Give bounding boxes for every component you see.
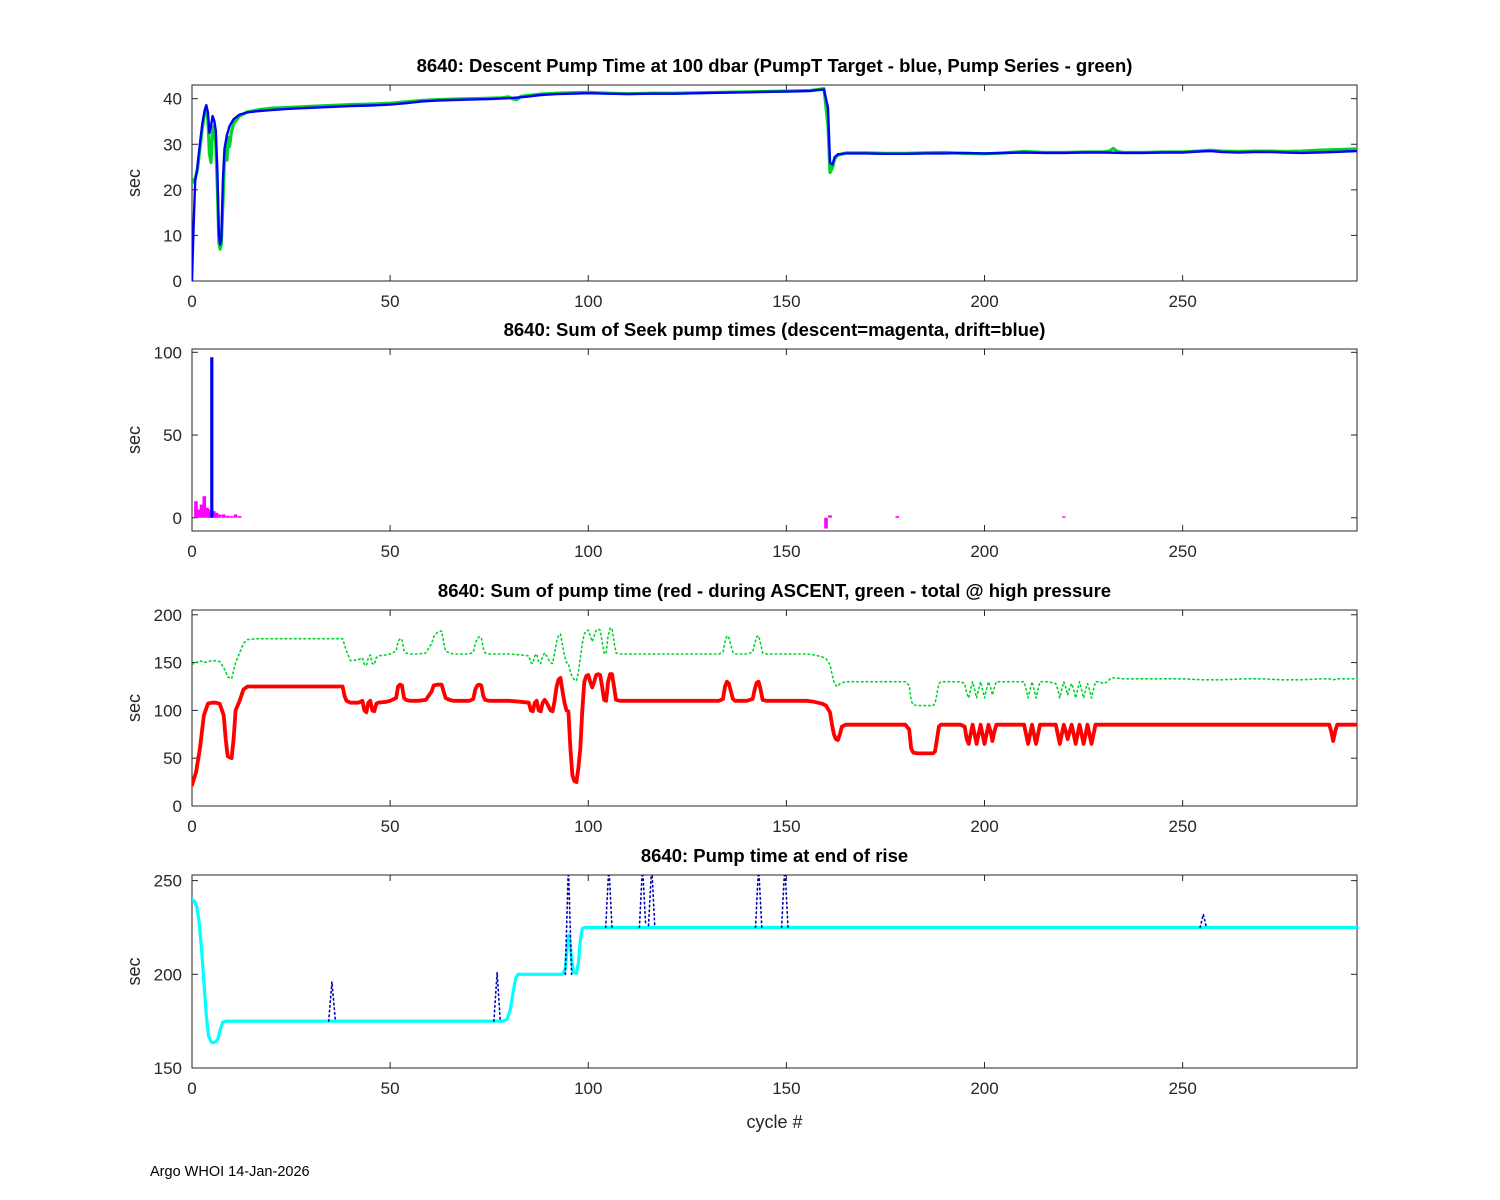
x-tick-label: 150 [772,1079,800,1098]
x-tick-label: 0 [187,542,196,561]
y-tick-label: 250 [154,872,182,891]
y-tick-label: 50 [163,426,182,445]
y-tick-label: 30 [163,135,182,154]
chart-sum-seek-pump-times: 0 50 100 150 200 250 0 50 100 8640: Sum of Seek p… [0,318,1500,570]
y-ticks: 0 10 20 30 40 [163,90,1357,291]
x-tick-label: 250 [1168,292,1196,311]
series-ascent-pump-red [192,672,1357,787]
series-group [192,875,1357,1045]
x-tick-label: 200 [970,292,998,311]
chart-title: 8640: Sum of pump time (red - during ASC… [438,580,1111,601]
chart-title: 8640: Sum of Seek pump times (descent=ma… [504,319,1046,340]
y-tick-label: 10 [163,226,182,245]
x-tick-label: 150 [772,292,800,311]
plot-box [191,348,1358,532]
chart-svg: 0 50 100 150 200 250 150 200 250 8640: Pump time … [124,845,1358,1132]
y-tick-label: 150 [154,654,182,673]
series-descent-seek-magenta [194,496,1066,529]
chart-svg: 0 50 100 150 200 250 0 10 20 30 40 8640: Descent Pu… [124,55,1358,311]
y-tick-label: 0 [173,797,182,816]
y-axis-label: sec [124,694,144,722]
series-group [192,87,1357,281]
x-tick-label: 200 [970,1079,998,1098]
y-tick-label: 200 [154,965,182,984]
x-tick-label: 250 [1168,1079,1196,1098]
x-tick-label: 50 [381,292,400,311]
chart-sum-pump-time: 0 50 100 150 200 250 0 50 100 150 200 8640: Sum of … [0,578,1500,846]
x-tick-label: 250 [1168,817,1196,836]
y-tick-label: 200 [154,606,182,625]
y-ticks: 0 50 100 150 200 [154,606,1357,816]
x-tick-label: 150 [772,817,800,836]
x-tick-label: 0 [187,1079,196,1098]
y-tick-label: 0 [173,272,182,291]
x-tick-label: 0 [187,817,196,836]
y-axis-label: sec [124,169,144,197]
x-tick-label: 200 [970,817,998,836]
chart-svg: 0 50 100 150 200 250 0 50 100 8640: Sum of Seek p… [124,319,1358,561]
y-tick-label: 40 [163,90,182,109]
y-tick-label: 100 [154,343,182,362]
x-tick-label: 50 [381,1079,400,1098]
series-group [192,627,1357,787]
series-pump-time-rise-cyan [192,897,1357,1045]
chart-pump-time-end-of-rise: 0 50 100 150 200 250 150 200 250 8640: Pump time … [0,845,1500,1145]
series-pumpt-target-blue [192,88,1357,281]
y-tick-label: 0 [173,509,182,528]
x-tick-label: 150 [772,542,800,561]
plot-box [191,609,1358,807]
plot-box [191,874,1358,1069]
series-total-high-pressure-green [192,627,1357,707]
y-ticks: 0 50 100 [154,343,1357,528]
series-pump-time-spikes-navy [327,875,1208,1022]
y-axis-label: sec [124,426,144,454]
y-ticks: 150 200 250 [154,872,1357,1078]
x-ticks: 0 50 100 150 200 250 [187,349,1197,561]
x-tick-label: 100 [574,542,602,561]
footer-text: Argo WHOI 14-Jan-2026 [150,1164,310,1180]
x-tick-label: 200 [970,542,998,561]
chart-descent-pump-time: 0 50 100 150 200 250 0 10 20 30 40 8640: Descent Pu… [0,40,1500,320]
x-tick-label: 100 [574,817,602,836]
plot-box [191,84,1358,282]
x-ticks: 0 50 100 150 200 250 [187,875,1197,1098]
y-tick-label: 150 [154,1059,182,1078]
x-tick-label: 250 [1168,542,1196,561]
x-ticks: 0 50 100 150 200 250 [187,85,1197,311]
y-tick-label: 20 [163,181,182,200]
x-axis-label: cycle # [746,1112,802,1132]
chart-title: 8640: Pump time at end of rise [641,845,908,866]
x-tick-label: 100 [574,1079,602,1098]
x-tick-label: 50 [381,542,400,561]
y-axis-label: sec [124,957,144,985]
x-tick-label: 0 [187,292,196,311]
chart-title: 8640: Descent Pump Time at 100 dbar (Pum… [417,55,1133,76]
y-tick-label: 50 [163,749,182,768]
chart-svg: 0 50 100 150 200 250 0 50 100 150 200 8640: Sum of … [124,580,1358,836]
x-tick-label: 100 [574,292,602,311]
series-group [194,357,1066,529]
y-tick-label: 100 [154,701,182,720]
x-tick-label: 50 [381,817,400,836]
x-ticks: 0 50 100 150 200 250 [187,610,1197,836]
